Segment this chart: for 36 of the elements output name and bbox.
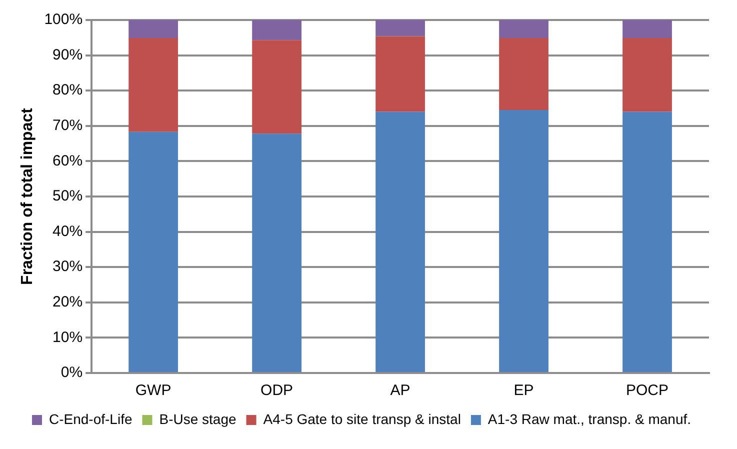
bar: [499, 110, 548, 372]
y-tick-label: 20%: [52, 294, 83, 311]
x-tick-label: ODP: [260, 382, 294, 400]
bar: [622, 38, 672, 112]
bar: [376, 20, 425, 36]
legend-label: A4-5 Gate to site transp & instal: [263, 410, 461, 427]
x-tick-label: AP: [390, 382, 410, 400]
y-tick-label: 60%: [52, 152, 83, 170]
legend-label: A1-3 Raw mat., transp. & manuf.: [488, 410, 692, 427]
x-tick-label: POCP: [626, 382, 669, 400]
y-tick-label: 100%: [44, 11, 83, 28]
y-tick-label: 50%: [52, 188, 83, 205]
bar: [376, 36, 425, 112]
bar: [499, 38, 548, 110]
y-tick-label: 80%: [52, 82, 83, 99]
legend-label: B-Use stage: [159, 410, 236, 427]
bar: [622, 112, 672, 372]
bar: [376, 112, 425, 372]
legend-label: C-End-of-Life: [48, 410, 132, 427]
bar: [622, 20, 672, 38]
y-tick-label: 10%: [52, 328, 83, 346]
y-tick-label: 40%: [52, 222, 83, 240]
x-tick-label: GWP: [135, 382, 172, 400]
bar: [128, 38, 178, 132]
y-axis-title: Fraction of total impact: [19, 107, 36, 285]
x-tick-label: EP: [514, 382, 534, 400]
bar: [128, 20, 178, 38]
y-tick-label: 0%: [60, 364, 83, 382]
bar: [252, 40, 302, 134]
bar: [252, 20, 302, 40]
y-tick-label: 70%: [52, 117, 83, 134]
bar: [128, 132, 178, 372]
y-tick-label: 30%: [52, 258, 83, 276]
y-tick-label: 90%: [52, 46, 83, 64]
bar: [499, 20, 548, 38]
bar: [252, 134, 302, 372]
